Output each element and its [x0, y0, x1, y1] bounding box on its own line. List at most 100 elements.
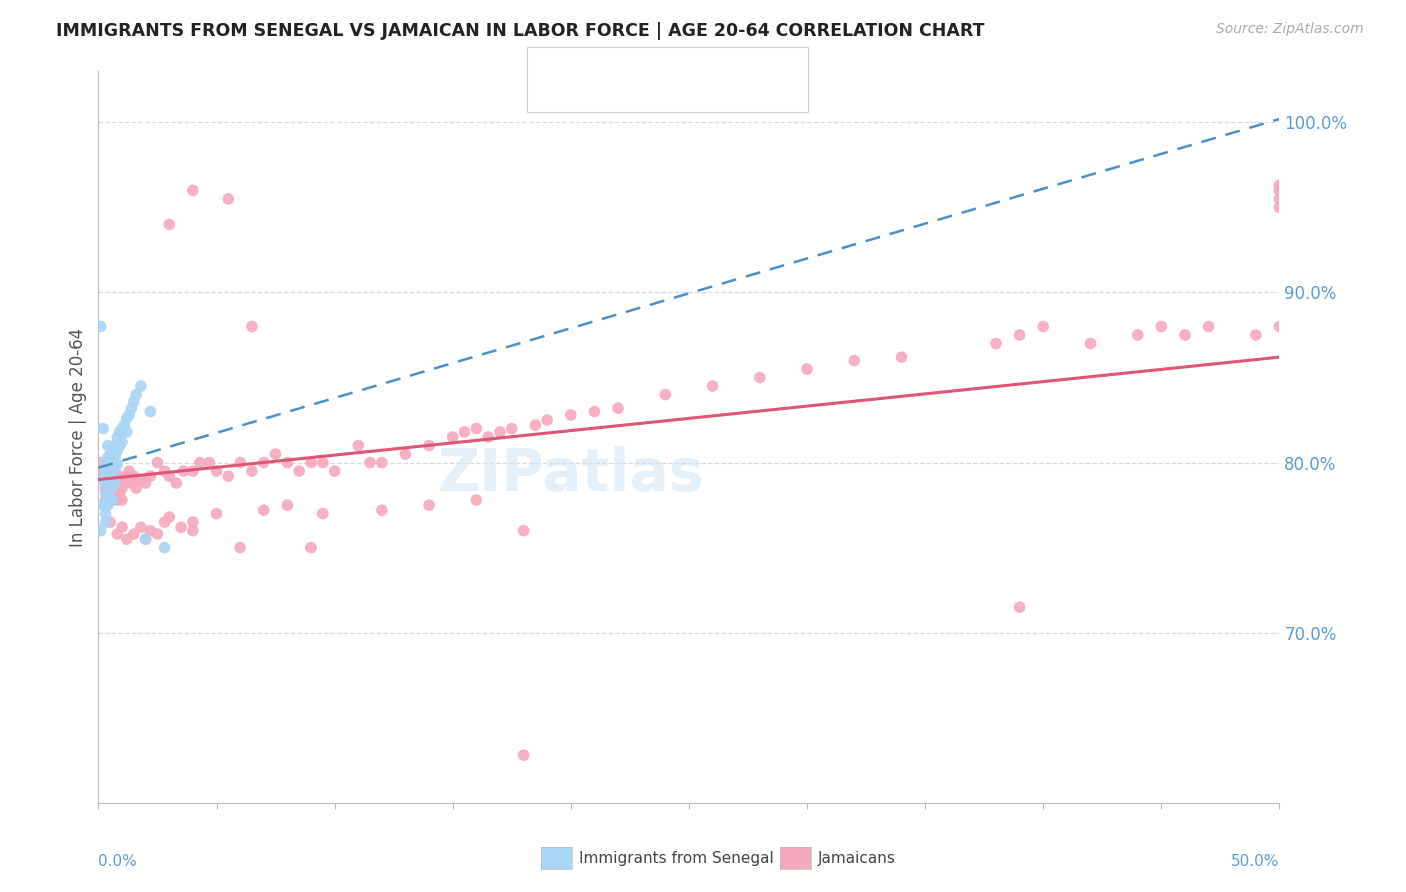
Point	[1268, 319, 1291, 334]
Point	[512, 524, 534, 538]
Text: 50.0%: 50.0%	[1232, 854, 1279, 869]
Point	[181, 183, 204, 197]
Point	[115, 425, 138, 439]
Point	[157, 469, 180, 483]
Point	[94, 498, 117, 512]
Point	[94, 486, 117, 500]
Point	[125, 481, 148, 495]
Point	[153, 515, 176, 529]
Point	[98, 469, 121, 483]
Point	[98, 515, 121, 529]
Point	[91, 498, 114, 512]
Point	[105, 475, 128, 490]
Point	[1126, 328, 1149, 343]
Point	[94, 456, 117, 470]
Text: 50: 50	[693, 60, 716, 78]
Point	[748, 370, 770, 384]
Point	[536, 413, 558, 427]
Point	[702, 379, 724, 393]
Point	[101, 493, 124, 508]
Point	[101, 442, 124, 456]
Point	[91, 421, 114, 435]
Point	[323, 464, 346, 478]
Point	[121, 475, 143, 490]
Text: Source: ZipAtlas.com: Source: ZipAtlas.com	[1216, 22, 1364, 37]
Point	[1008, 600, 1031, 615]
Point	[101, 467, 124, 482]
Point	[98, 464, 121, 478]
Point	[139, 524, 162, 538]
Point	[118, 408, 141, 422]
Point	[157, 510, 180, 524]
Point	[371, 456, 394, 470]
Point	[153, 541, 176, 555]
Point	[205, 464, 228, 478]
Point	[512, 748, 534, 763]
Point	[1268, 178, 1291, 193]
Point	[104, 469, 127, 483]
Point	[501, 421, 523, 435]
Point	[253, 503, 276, 517]
Point	[153, 464, 176, 478]
Point	[97, 439, 120, 453]
Point	[108, 439, 131, 453]
Point	[97, 464, 120, 478]
Point	[111, 481, 134, 495]
Point	[229, 456, 252, 470]
Point	[115, 469, 138, 483]
Point	[453, 425, 475, 439]
Point	[188, 456, 211, 470]
Point	[157, 218, 180, 232]
Point	[104, 450, 127, 465]
Text: 0.0%: 0.0%	[98, 854, 138, 869]
Text: Jamaicans: Jamaicans	[818, 851, 896, 865]
Point	[104, 486, 127, 500]
Point	[139, 404, 162, 418]
Point	[181, 515, 204, 529]
Point	[240, 464, 263, 478]
Text: 83: 83	[693, 84, 716, 102]
Point	[121, 401, 143, 416]
Point	[139, 469, 162, 483]
Point	[583, 404, 606, 418]
Point	[108, 469, 131, 483]
Point	[98, 447, 121, 461]
Point	[98, 493, 121, 508]
Text: N =: N =	[655, 84, 703, 102]
Text: ZIPatlas: ZIPatlas	[437, 446, 704, 503]
Point	[97, 450, 120, 465]
Point	[146, 527, 169, 541]
Point	[108, 425, 131, 439]
Point	[1244, 328, 1267, 343]
Point	[347, 439, 370, 453]
Point	[111, 435, 134, 450]
Point	[97, 475, 120, 490]
Point	[129, 473, 152, 487]
Point	[1008, 328, 1031, 343]
Point	[104, 475, 127, 490]
Point	[115, 532, 138, 546]
Point	[205, 507, 228, 521]
Point	[264, 447, 287, 461]
Point	[1032, 319, 1054, 334]
Text: 0.265: 0.265	[609, 84, 661, 102]
Text: R =: R =	[578, 84, 614, 102]
Point	[359, 456, 381, 470]
Point	[146, 456, 169, 470]
Point	[312, 456, 335, 470]
Point	[198, 456, 221, 470]
Point	[299, 541, 322, 555]
Point	[181, 464, 204, 478]
Point	[135, 532, 157, 546]
Point	[299, 456, 322, 470]
Point	[112, 418, 135, 433]
Text: IMMIGRANTS FROM SENEGAL VS JAMAICAN IN LABOR FORCE | AGE 20-64 CORRELATION CHART: IMMIGRANTS FROM SENEGAL VS JAMAICAN IN L…	[56, 22, 984, 40]
Point	[135, 532, 157, 546]
Point	[98, 481, 121, 495]
Point	[418, 498, 440, 512]
Point	[796, 362, 818, 376]
Point	[1174, 328, 1197, 343]
Point	[101, 456, 124, 470]
Point	[229, 541, 252, 555]
Point	[1268, 183, 1291, 197]
